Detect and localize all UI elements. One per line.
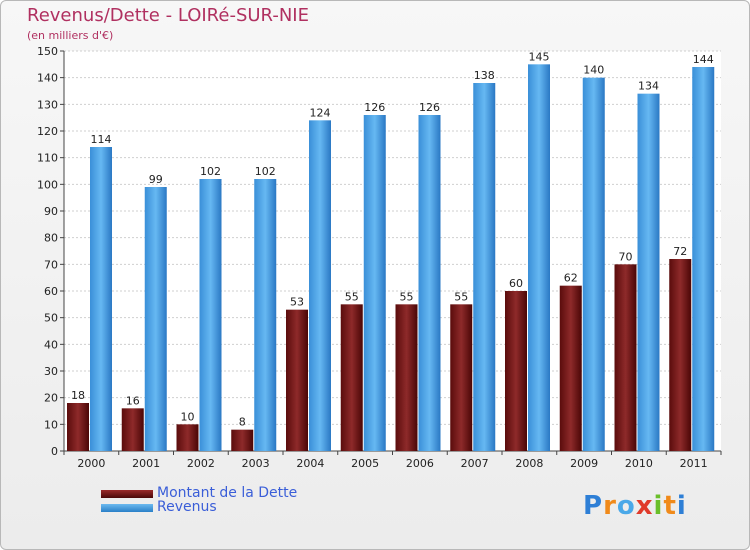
value-label-dette: 10 — [181, 410, 195, 423]
value-label-revenus: 102 — [255, 165, 276, 178]
bar-revenus — [692, 67, 715, 451]
logo-letter: x — [635, 491, 654, 521]
value-label-revenus: 145 — [529, 50, 550, 63]
value-label-dette: 72 — [673, 245, 687, 258]
bar-dette — [176, 424, 199, 451]
logo-letter: t — [663, 491, 677, 521]
bar-revenus — [254, 179, 277, 451]
legend-label-dette: Montant de la Dette — [157, 485, 298, 501]
x-tick-label: 2011 — [680, 457, 708, 470]
logo-letter: i — [653, 491, 664, 521]
x-tick-label: 2003 — [242, 457, 270, 470]
value-label-dette: 70 — [619, 250, 633, 263]
value-label-dette: 55 — [454, 290, 468, 303]
value-label-revenus: 126 — [364, 101, 385, 114]
x-tick-label: 2004 — [296, 457, 324, 470]
y-tick-label: 0 — [51, 445, 58, 458]
value-label-dette: 16 — [126, 394, 140, 407]
legend-label-revenus: Revenus — [157, 499, 217, 515]
y-tick-label: 50 — [44, 312, 58, 325]
bar-revenus — [309, 120, 331, 451]
bar-revenus — [637, 93, 660, 452]
logo-letter: r — [603, 491, 617, 521]
value-label-dette: 55 — [400, 290, 414, 303]
bar-revenus — [473, 83, 496, 451]
y-tick-label: 140 — [37, 72, 58, 85]
value-label-dette: 62 — [564, 272, 578, 285]
value-label-revenus: 144 — [693, 53, 714, 66]
bar-revenus — [582, 77, 605, 452]
value-label-revenus: 102 — [200, 165, 221, 178]
value-label-dette: 55 — [345, 290, 359, 303]
bar-dette — [121, 408, 144, 451]
chart-title: Revenus/Dette - LOIRé-SUR-NIE — [27, 5, 309, 26]
bar-dette — [286, 309, 308, 451]
y-tick-label: 120 — [37, 125, 58, 138]
plot-area — [64, 51, 721, 451]
y-tick-label: 70 — [44, 258, 58, 271]
bar-revenus — [418, 115, 441, 451]
x-tick-label: 2006 — [406, 457, 434, 470]
value-label-revenus: 140 — [583, 64, 604, 77]
value-label-dette: 18 — [71, 389, 85, 402]
bar-dette — [67, 403, 89, 451]
x-tick-label: 2001 — [132, 457, 160, 470]
bar-dette — [395, 304, 418, 451]
y-tick-label: 130 — [37, 98, 58, 111]
bar-revenus — [90, 147, 112, 451]
x-tick-label: 2002 — [187, 457, 215, 470]
value-label-revenus: 138 — [474, 69, 495, 82]
value-label-revenus: 99 — [149, 173, 163, 186]
bar-dette — [559, 285, 582, 451]
y-tick-label: 80 — [44, 232, 58, 245]
value-label-revenus: 124 — [310, 106, 331, 119]
x-tick-label: 2008 — [515, 457, 543, 470]
logo-letter: P — [583, 491, 604, 521]
bar-dette — [614, 264, 637, 451]
bar-dette — [505, 291, 527, 451]
x-tick-label: 2005 — [351, 457, 379, 470]
bar-revenus — [363, 115, 386, 451]
x-tick-label: 2010 — [625, 457, 653, 470]
proxiti-logo: Proxiti — [583, 491, 687, 521]
value-label-dette: 8 — [239, 416, 246, 429]
value-label-dette: 53 — [290, 296, 304, 309]
bar-dette — [231, 429, 254, 451]
chart-subtitle: (en milliers d'€) — [27, 29, 114, 42]
value-label-revenus: 114 — [91, 133, 112, 146]
x-tick-label: 2007 — [461, 457, 489, 470]
logo-letter: o — [616, 491, 636, 521]
legend-swatch-dette — [101, 490, 153, 498]
y-tick-label: 100 — [37, 178, 58, 191]
bar-revenus — [528, 64, 550, 452]
value-label-revenus: 134 — [638, 80, 659, 93]
value-label-dette: 60 — [509, 277, 523, 290]
y-tick-label: 90 — [44, 205, 58, 218]
bar-revenus — [199, 179, 222, 451]
bar-dette — [669, 259, 692, 451]
legend-swatch-revenus — [101, 504, 153, 512]
bar-revenus — [144, 187, 167, 451]
y-tick-label: 60 — [44, 285, 58, 298]
y-tick-label: 40 — [44, 338, 58, 351]
y-tick-label: 20 — [44, 392, 58, 405]
logo-letter: i — [676, 491, 687, 521]
value-label-revenus: 126 — [419, 101, 440, 114]
x-tick-label: 2009 — [570, 457, 598, 470]
y-tick-label: 10 — [44, 418, 58, 431]
y-tick-label: 110 — [37, 152, 58, 165]
y-tick-label: 30 — [44, 365, 58, 378]
y-tick-label: 150 — [37, 45, 58, 58]
bar-dette — [340, 304, 363, 451]
bar-dette — [450, 304, 473, 451]
x-tick-label: 2000 — [77, 457, 105, 470]
